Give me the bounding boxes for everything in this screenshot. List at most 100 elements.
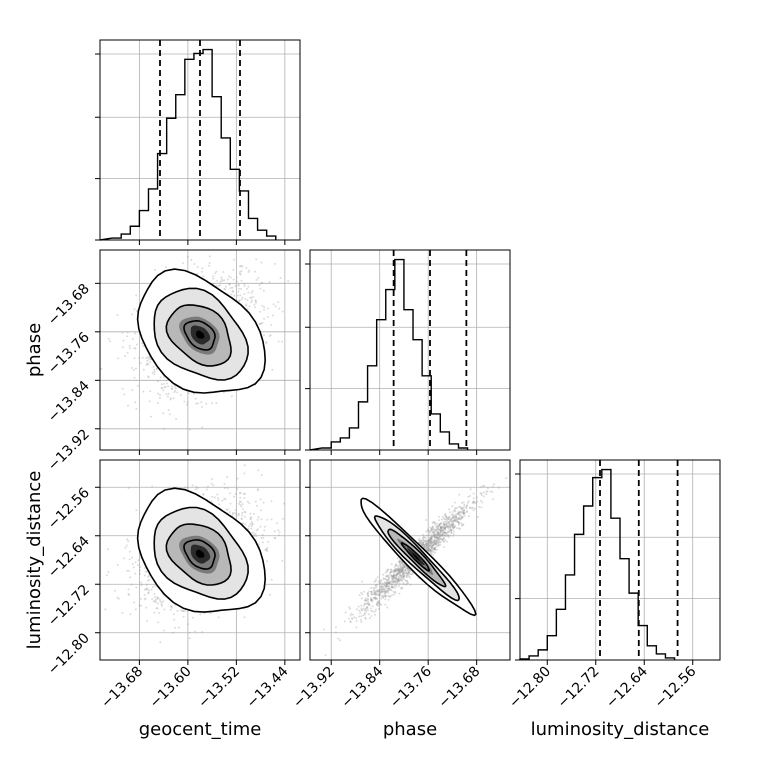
scatter-point	[406, 573, 409, 575]
scatter-point	[388, 576, 391, 579]
scatter-point	[482, 484, 485, 487]
scatter-point	[439, 526, 442, 529]
scatter-point	[152, 365, 155, 368]
scatter-point	[442, 527, 445, 530]
scatter-point	[396, 579, 398, 582]
scatter-point	[403, 575, 406, 578]
scatter-point	[436, 541, 439, 544]
scatter-point	[377, 607, 380, 610]
scatter-point	[370, 598, 372, 601]
scatter-point	[121, 387, 124, 390]
scatter-point	[387, 582, 390, 585]
scatter-point	[443, 531, 446, 534]
scatter-point	[246, 299, 249, 302]
scatter-point	[224, 285, 227, 288]
scatter-point	[383, 583, 386, 586]
scatter-point	[242, 493, 245, 495]
scatter-point	[205, 402, 208, 405]
scatter-point	[390, 594, 393, 597]
scatter-point	[452, 515, 455, 518]
scatter-point	[396, 557, 399, 560]
scatter-point	[243, 515, 246, 518]
scatter-point	[436, 537, 439, 540]
scatter-point	[270, 324, 273, 326]
scatter-point	[406, 567, 409, 570]
scatter-point	[387, 577, 390, 580]
scatter-point	[407, 571, 410, 574]
scatter-point	[430, 529, 433, 532]
scatter-point	[239, 492, 242, 495]
scatter-point	[385, 570, 388, 573]
scatter-point	[377, 600, 380, 603]
scatter-point	[445, 535, 448, 538]
scatter-point	[380, 590, 383, 593]
scatter-point	[376, 603, 379, 606]
scatter-point	[392, 575, 394, 578]
scatter-point	[374, 596, 376, 599]
scatter-point	[457, 521, 460, 523]
scatter-point	[428, 547, 431, 550]
scatter-point	[400, 575, 403, 578]
scatter-point	[461, 515, 464, 518]
scatter-point	[380, 591, 383, 594]
scatter-point	[250, 292, 253, 294]
scatter-point	[461, 523, 464, 526]
scatter-point	[240, 279, 243, 282]
scatter-point	[423, 546, 426, 548]
scatter-point	[439, 526, 442, 529]
scatter-point	[389, 580, 392, 583]
scatter-point	[256, 504, 258, 507]
scatter-point	[385, 591, 387, 594]
scatter-point	[452, 519, 455, 522]
scatter-point	[161, 604, 163, 607]
scatter-point	[165, 266, 167, 269]
scatter-point	[239, 504, 242, 506]
scatter-point	[239, 496, 242, 499]
scatter-point	[182, 610, 185, 612]
scatter-point	[448, 520, 451, 523]
scatter-point	[460, 507, 463, 510]
scatter-point	[277, 340, 280, 343]
scatter-point	[238, 492, 241, 495]
scatter-point	[443, 528, 446, 530]
histogram-phase	[305, 249, 511, 455]
scatter-point	[396, 571, 399, 574]
scatter-point	[382, 577, 385, 580]
scatter-point	[436, 526, 439, 529]
scatter-point	[439, 529, 442, 532]
scatter-point	[148, 356, 150, 359]
scatter-point	[392, 586, 394, 589]
scatter-point	[136, 309, 138, 312]
scatter-point	[173, 391, 176, 394]
scatter-point	[473, 501, 476, 504]
scatter-point	[188, 637, 191, 640]
scatter-point	[421, 542, 424, 545]
scatter-point	[466, 504, 469, 507]
scatter-point	[373, 593, 376, 596]
scatter-point	[432, 542, 435, 544]
scatter-point	[480, 485, 483, 488]
scatter-point	[434, 543, 437, 546]
scatter-point	[432, 521, 435, 523]
scatter-point	[134, 401, 137, 404]
scatter-point	[371, 593, 374, 596]
scatter-point	[439, 531, 442, 534]
scatter-point	[405, 570, 408, 572]
scatter-point	[452, 522, 455, 525]
scatter-point	[465, 511, 468, 514]
scatter-point	[388, 595, 391, 598]
scatter-point	[435, 537, 438, 539]
histogram-geocent_time	[95, 39, 301, 245]
scatter-point	[385, 584, 388, 587]
scatter-point	[396, 581, 399, 584]
panel-frame	[309, 249, 511, 451]
scatter-point	[146, 360, 149, 362]
scatter-point	[256, 528, 259, 531]
scatter-point	[401, 575, 404, 578]
scatter-point	[434, 546, 436, 549]
scatter-point	[454, 520, 457, 523]
scatter-point	[160, 383, 163, 386]
scatter-point	[493, 483, 495, 486]
scatter-point	[250, 524, 253, 527]
scatter-point	[127, 570, 130, 572]
